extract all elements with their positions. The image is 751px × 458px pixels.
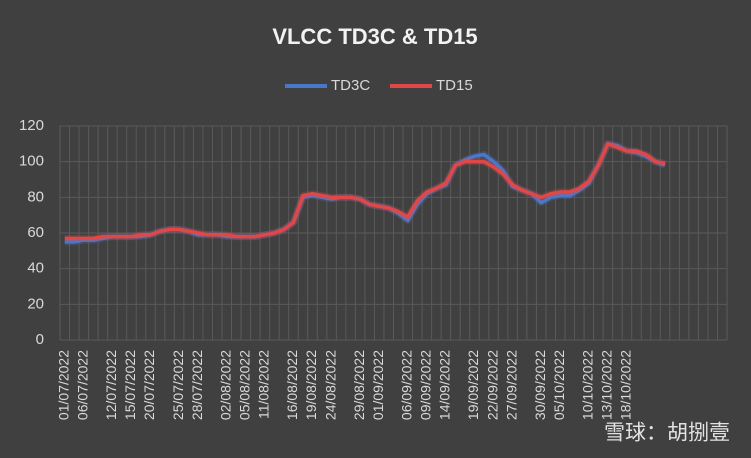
x-tick-label: 29/08/2022 bbox=[351, 350, 367, 420]
x-tick-label: 19/09/2022 bbox=[465, 350, 481, 420]
x-tick-label: 20/07/2022 bbox=[141, 350, 157, 420]
x-tick-label: 15/07/2022 bbox=[122, 350, 138, 420]
x-tick-label: 24/08/2022 bbox=[322, 350, 338, 420]
x-tick-label: 10/10/2022 bbox=[580, 350, 596, 420]
x-tick-label: 11/08/2022 bbox=[256, 350, 272, 419]
x-tick-label: 02/08/2022 bbox=[217, 350, 233, 420]
x-tick-label: 01/07/2022 bbox=[55, 350, 71, 420]
x-tick-label: 05/10/2022 bbox=[551, 350, 567, 420]
x-tick-label: 30/09/2022 bbox=[532, 350, 548, 420]
chart-title: VLCC TD3C & TD15 bbox=[272, 24, 477, 49]
legend-label: TD15 bbox=[436, 77, 473, 94]
x-tick-label: 06/07/2022 bbox=[75, 350, 91, 420]
x-tick-label: 25/07/2022 bbox=[170, 350, 186, 420]
x-tick-label: 06/09/2022 bbox=[398, 350, 414, 420]
y-tick-label: 40 bbox=[27, 260, 44, 277]
x-tick-label: 14/09/2022 bbox=[437, 350, 453, 420]
x-tick-label: 19/08/2022 bbox=[303, 350, 319, 420]
x-tick-label: 01/09/2022 bbox=[370, 350, 386, 420]
legend-label: TD3C bbox=[331, 77, 370, 94]
series-line bbox=[64, 142, 666, 241]
y-tick-label: 80 bbox=[27, 188, 44, 205]
watermark: 雪球：胡捌壹 bbox=[604, 422, 730, 445]
y-tick-label: 100 bbox=[19, 153, 44, 170]
y-tick-label: 20 bbox=[27, 295, 44, 312]
x-tick-label: 09/09/2022 bbox=[418, 350, 434, 420]
x-tick-label: 18/10/2022 bbox=[618, 350, 634, 420]
x-tick-label: 22/09/2022 bbox=[484, 350, 500, 420]
x-tick-label: 05/08/2022 bbox=[237, 350, 253, 420]
y-tick-label: 0 bbox=[36, 331, 44, 348]
x-tick-label: 12/07/2022 bbox=[103, 350, 119, 420]
x-tick-label: 13/10/2022 bbox=[599, 350, 615, 420]
y-tick-label: 120 bbox=[19, 117, 44, 134]
y-tick-label: 60 bbox=[27, 224, 44, 241]
x-tick-label: 16/08/2022 bbox=[284, 350, 300, 420]
x-tick-label: 27/09/2022 bbox=[503, 350, 519, 420]
x-tick-label: 28/07/2022 bbox=[189, 350, 205, 420]
